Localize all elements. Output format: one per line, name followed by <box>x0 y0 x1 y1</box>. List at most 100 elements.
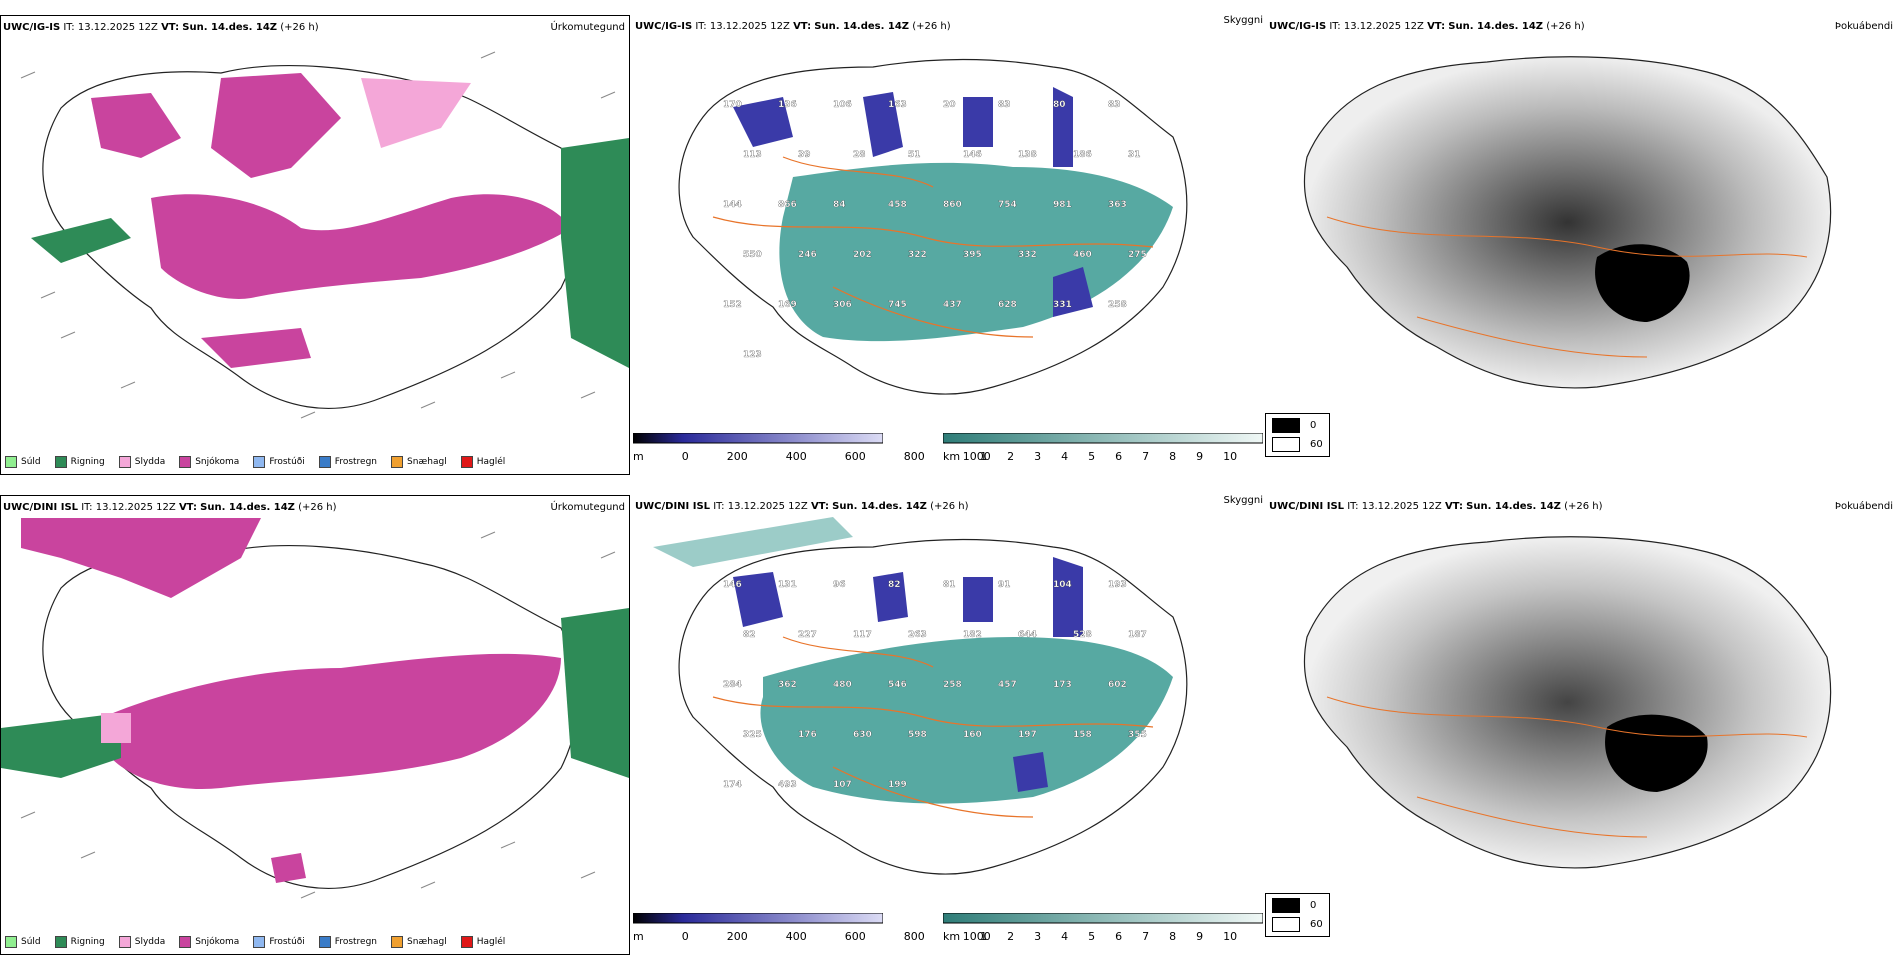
snow-area-north <box>211 73 341 178</box>
legend-item: Haglél <box>460 936 505 948</box>
cloud-base-label: 480 <box>833 680 852 690</box>
cloud-base-label: 176 <box>798 730 817 740</box>
cloud-base-label: 602 <box>1108 680 1127 690</box>
cloud-base-label: 152 <box>723 300 742 310</box>
fog-core <box>1595 244 1690 322</box>
rain-area-west <box>1 713 121 778</box>
cloud-base-label: 202 <box>853 250 872 260</box>
cloud-base-label: 460 <box>1073 250 1092 260</box>
colorbar-m-1: m 0 200 400 600 800 1000 <box>632 432 991 463</box>
precip-header-1: UWC/IG-IS IT: 13.12.2025 12Z VT: Sun. 14… <box>3 22 319 33</box>
cloud-base-label: 363 <box>1108 200 1127 210</box>
fog-title-2: Þokuábendi <box>1834 501 1893 512</box>
cloud-base-label: 131 <box>778 580 797 590</box>
cloud-base-label: 630 <box>853 730 872 740</box>
precip-title-2: Úrkomutegund <box>550 502 625 513</box>
colorbar-km-gradient <box>942 432 1264 444</box>
cloud-title-1: Skyggni <box>1223 15 1263 26</box>
snow-area-north <box>21 518 261 598</box>
cloud-map-1: 170 136 106 163 20 83 80 83 113 39 28 51 146 138 186 31… <box>678 58 1188 395</box>
cloud-base-label: 437 <box>943 300 962 310</box>
cloud-map-2: 146 131 96 82 81 91 104 193 82 227 117 263 182 644 528… <box>653 517 1188 875</box>
legend-item: Súld <box>5 456 41 468</box>
cloud-base-label: 170 <box>723 100 742 110</box>
cloud-base-label: 546 <box>888 680 907 690</box>
low-cloud-base <box>733 557 1083 792</box>
legend-item: Frostúði <box>253 936 305 948</box>
cloud-base-label: 598 <box>908 730 927 740</box>
fog-core <box>1605 714 1708 792</box>
cloud-base-label: 860 <box>943 200 962 210</box>
cloud-base-labels: 170 136 106 163 20 83 80 83 113 39 28 51 146 138 186 31… <box>723 100 1147 360</box>
sleet-area <box>101 713 131 743</box>
precip-legend-2: Súld Rigning Slydda Snjókoma Frostúði Fr… <box>5 936 505 948</box>
cloud-base-label: 193 <box>1108 580 1127 590</box>
colorbar-km-ticks: km 1 2 3 4 5 6 7 8 9 10 <box>943 930 1238 943</box>
cloud-base-label: 146 <box>963 150 982 160</box>
legend-item: Slydda <box>118 456 165 468</box>
colorbar-km-ticks: km 1 2 3 4 5 6 7 8 9 10 <box>943 450 1238 463</box>
cloud-base-label: 82 <box>888 580 901 590</box>
fog-legend-row: 0 <box>1272 418 1323 433</box>
cloud-base-label: 258 <box>943 680 962 690</box>
snow-area-south <box>271 853 306 883</box>
cloud-base-label: 866 <box>778 200 797 210</box>
colorbar-m-gradient <box>632 432 884 444</box>
cloud-base-labels: 146 131 96 82 81 91 104 193 82 227 117 263 182 644 528… <box>723 580 1147 790</box>
precip-panel-1: UWC/IG-IS IT: 13.12.2025 12Z VT: Sun. 14… <box>0 15 630 475</box>
cloud-base-label: 80 <box>1053 100 1066 110</box>
cloud-base-label: 113 <box>743 150 762 160</box>
cloud-base-label: 144 <box>723 200 742 210</box>
fog-legend-row: 60 <box>1272 437 1323 452</box>
cloud-base-label: 160 <box>963 730 982 740</box>
legend-item: Haglél <box>460 456 505 468</box>
swatch <box>391 456 404 468</box>
cloud-base-label: 31 <box>1128 150 1141 160</box>
cloud-base-label: 395 <box>963 250 982 260</box>
cloud-base-label: 20 <box>943 100 956 110</box>
cloud-base-label: 199 <box>888 780 907 790</box>
swatch <box>253 456 266 468</box>
cloud-base-label: 355 <box>1128 730 1147 740</box>
colorbar-m-gradient <box>632 912 884 924</box>
cloud-base-label: 28 <box>853 150 866 160</box>
legend-item: Snjókoma <box>179 936 239 948</box>
cloud-base-label: 332 <box>1018 250 1037 260</box>
cloud-base-label: 106 <box>833 100 852 110</box>
cloud-base-label: 754 <box>998 200 1017 210</box>
swatch <box>318 936 331 948</box>
swatch <box>54 456 67 468</box>
cloud-base-label: 258 <box>1108 300 1127 310</box>
fog-legend-1: 0 60 <box>1265 413 1330 457</box>
snow-area <box>101 653 561 789</box>
swatch <box>179 456 192 468</box>
cloud-base-label: 83 <box>998 100 1011 110</box>
cloud-base-label: 227 <box>798 630 817 640</box>
cloud-header-2: UWC/DINI ISL IT: 13.12.2025 12Z VT: Sun.… <box>635 501 969 512</box>
cloud-base-label: 331 <box>1053 300 1072 310</box>
snow-area <box>151 194 571 299</box>
cloud-base-label: 186 <box>1073 150 1092 160</box>
fog-legend-row: 0 <box>1272 898 1323 913</box>
snow-area-south <box>201 328 311 368</box>
precip-panel-2: UWC/DINI ISL IT: 13.12.2025 12Z VT: Sun.… <box>0 495 630 955</box>
cloud-base-label: 107 <box>833 780 852 790</box>
precip-header-2: UWC/DINI ISL IT: 13.12.2025 12Z VT: Sun.… <box>3 502 337 513</box>
cloud-panel-1: UWC/IG-IS IT: 13.12.2025 12Z VT: Sun. 14… <box>632 15 1330 475</box>
rain-area-west <box>31 218 131 263</box>
swatch <box>1272 437 1300 452</box>
road-network <box>1326 696 1808 838</box>
rain-area-east <box>561 138 629 368</box>
legend-item: Frostregn <box>318 936 377 948</box>
cloud-base-label: 457 <box>998 680 1017 690</box>
swatch <box>54 936 67 948</box>
cloud-base-label: 182 <box>963 630 982 640</box>
cloud-base-label: 644 <box>1018 630 1037 640</box>
cloud-base-label: 745 <box>888 300 907 310</box>
colorbar-m-ticks: m 0 200 400 600 800 1000 <box>633 450 991 463</box>
cloud-base-label: 458 <box>888 200 907 210</box>
cloud-base-label: 169 <box>778 300 797 310</box>
sleet-area <box>361 78 471 148</box>
rain-area-east <box>561 608 629 778</box>
model-name: UWC/IG-IS <box>3 22 61 33</box>
